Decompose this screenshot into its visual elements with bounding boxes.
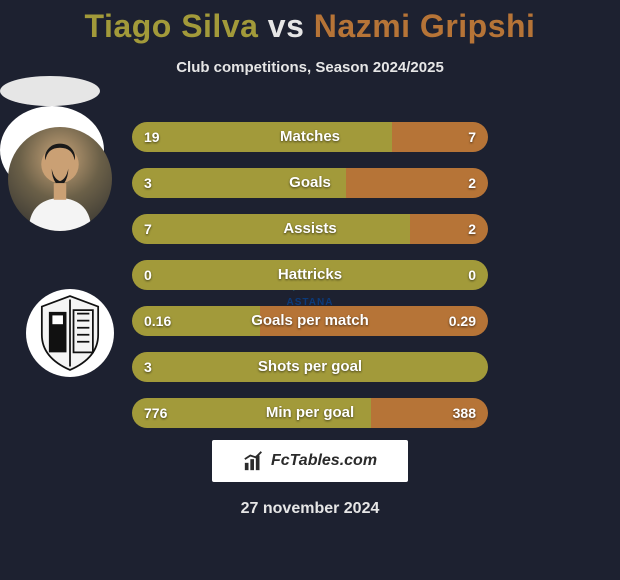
stat-fill-left [132, 352, 488, 382]
stat-fill-left [132, 398, 371, 428]
stat-bars: 197Matches 32Goals 72Assists 00Hattricks 0.1… [132, 122, 488, 444]
stat-fill-empty [132, 260, 488, 290]
brand-text: FcTables.com [271, 452, 377, 470]
stat-row: 72Assists [132, 214, 488, 244]
brand-badge: FcTables.com [212, 440, 408, 482]
brand-chart-icon [243, 450, 265, 472]
stat-fill-left [132, 306, 260, 336]
stat-fill-left [132, 214, 410, 244]
stat-fill-right [260, 306, 488, 336]
date-text: 27 november 2024 [0, 500, 620, 518]
stat-row: 32Goals [132, 168, 488, 198]
stat-fill-right [410, 214, 488, 244]
player2-club-crest: ASTANA [0, 106, 104, 194]
stat-row: 3Shots per goal [132, 352, 488, 382]
stat-row: 776388Min per goal [132, 398, 488, 428]
stat-fill-left [132, 168, 346, 198]
stat-row: 0.160.29Goals per match [132, 306, 488, 336]
stat-fill-left [132, 122, 392, 152]
stat-fill-right [346, 168, 488, 198]
stat-fill-right [371, 398, 488, 428]
stat-fill-right [392, 122, 488, 152]
stat-row: 00Hattricks [132, 260, 488, 290]
stat-row: 197Matches [132, 122, 488, 152]
comparison-card: Tiago Silva vs Nazmi Gripshi Club compet… [0, 0, 620, 580]
